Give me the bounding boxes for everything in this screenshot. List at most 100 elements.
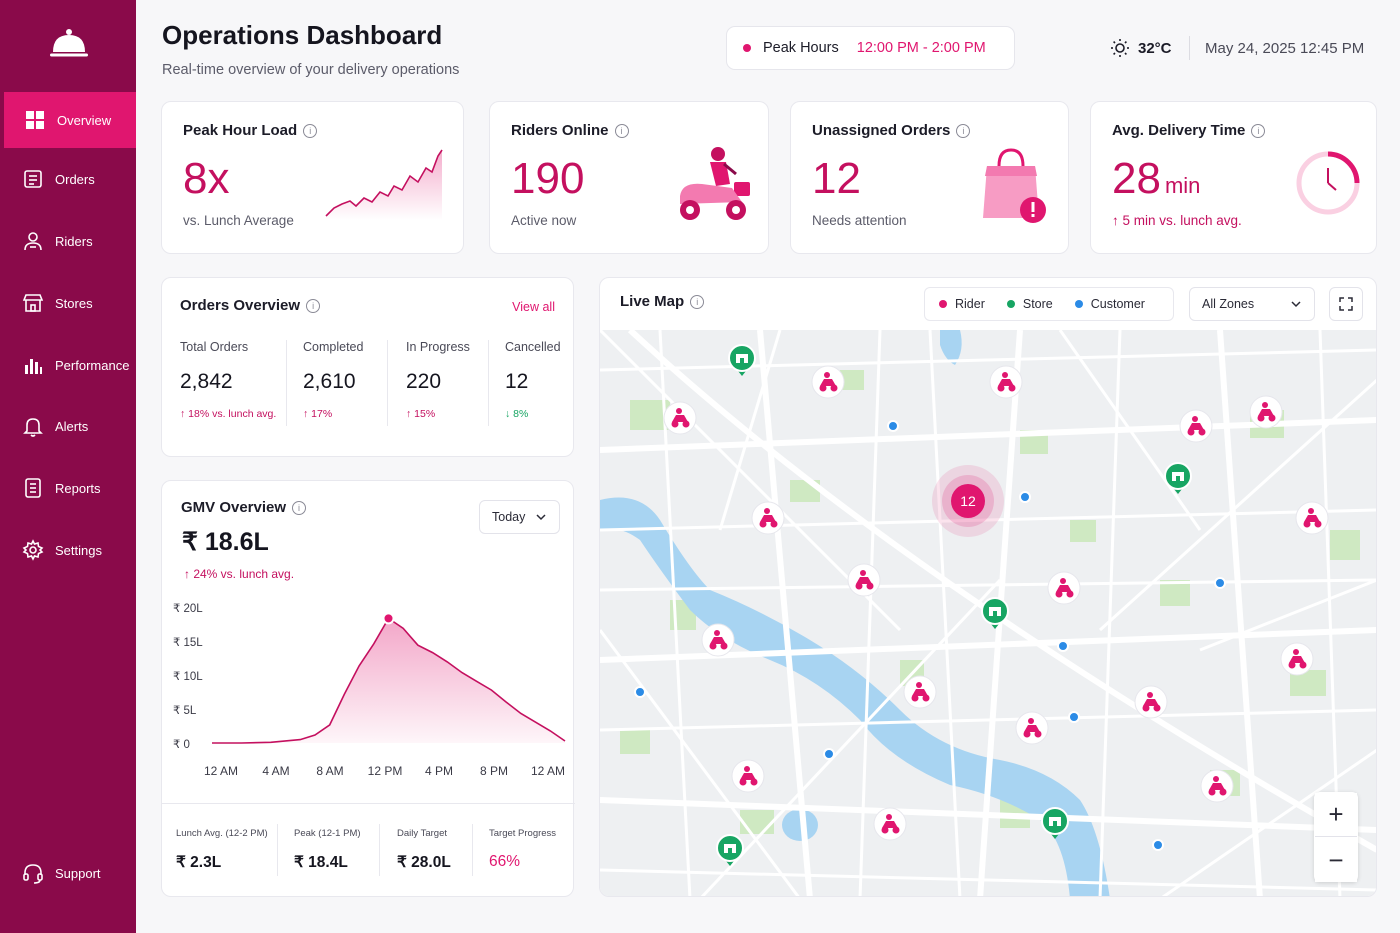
kpi-value: 190 [511,154,585,203]
kpi-title: Peak Hour Load i [183,122,318,139]
kpi-title: Unassigned Orders i [812,122,971,139]
zoom-in-button[interactable]: + [1315,793,1357,837]
store-marker [716,834,744,866]
sidebar-item-overview[interactable]: Overview [4,92,136,148]
customer-marker [887,420,899,432]
legend-label: Store [1022,297,1053,311]
sidebar-item-performance[interactable]: Performance [0,337,136,393]
kpi-subtext: ↑ 5 min vs. lunch avg. [1112,213,1242,228]
orders-overview-card: Orders Overview i View all Total Orders 2… [161,277,574,457]
zoom-controls: + − [1314,792,1358,882]
map-road [600,578,1376,592]
footer-label: Peak (12-1 PM) [294,828,361,839]
cloche-logo-icon [50,29,88,57]
stat-label: Total Orders [180,340,249,354]
sidebar-item-reports[interactable]: Reports [0,460,136,516]
zoom-out-button[interactable]: − [1315,838,1357,882]
view-all-link[interactable]: View all [512,300,555,314]
page-subtitle: Real-time overview of your delivery oper… [162,62,460,78]
store-marker [1041,807,1069,839]
info-icon[interactable]: i [292,500,307,515]
rider-marker [811,365,845,399]
rider-marker [873,807,907,841]
legend-label: Rider [955,297,985,311]
store-marker [728,344,756,376]
rider-marker [847,563,881,597]
in-progress-stat: In Progress 220 ↑ 15% [406,340,470,430]
period-dropdown[interactable]: Today [479,500,560,534]
info-icon[interactable]: i [1251,123,1266,138]
sidebar-item-alerts[interactable]: Alerts [0,398,136,454]
customer-marker [1057,640,1069,652]
gmv-area-chart [212,612,566,744]
rider-marker [731,759,765,793]
divider [286,340,287,426]
sidebar-item-label: Reports [55,480,101,496]
sidebar-item-stores[interactable]: Stores [0,275,136,331]
fullscreen-button[interactable] [1329,287,1363,321]
kpi-riders-card: Riders Online i 190 Active now [489,101,769,254]
stat-label: Cancelled [505,340,561,354]
zone-dropdown[interactable]: All Zones [1189,287,1315,321]
kpi-title-text: Riders Online [511,122,609,139]
divider [472,824,473,876]
info-icon[interactable]: i [956,123,971,138]
scooter-rider-illustration [680,147,750,220]
kpi-subtext: vs. Lunch Average [183,213,294,228]
map-road [700,578,1002,896]
sparkline [325,149,443,220]
x-tick-label: 12 PM [367,764,403,778]
cancelled-stat: Cancelled 12 ↓ 8% [505,340,561,430]
sun-icon [1111,39,1129,57]
bell-icon [23,418,43,437]
sidebar-item-label: Performance [55,357,130,373]
map-road [600,629,800,896]
sidebar: Overview Orders Riders Stores Performanc… [0,0,136,933]
divider [488,340,489,426]
sidebar-item-orders[interactable]: Orders [0,151,136,207]
kpi-unassigned-card: Unassigned Orders i 12 Needs attention [790,101,1069,254]
zone-dropdown-value: All Zones [1202,297,1255,311]
info-icon[interactable]: i [690,294,705,309]
orders-overview-title: Orders Overview i [180,297,321,314]
rider-marker [1249,395,1283,429]
info-icon[interactable]: i [303,123,318,138]
live-map-title: Live Map i [620,293,705,310]
kpi-value-number: 28 [1112,154,1161,203]
peak-dot [743,44,751,52]
divider [379,824,380,876]
divider [387,340,388,426]
temperature: 32°C [1138,39,1172,57]
rider-marker [903,675,937,709]
page-title: Operations Dashboard [162,20,443,50]
customer-marker [634,686,646,698]
customer-marker [1019,491,1031,503]
sidebar-item-riders[interactable]: Riders [0,213,136,269]
chevron-down-icon [1291,301,1301,308]
rider-marker [1015,711,1049,745]
total-orders-stat: Total Orders 2,842 ↑ 18% vs. lunch avg. [180,340,276,430]
gmv-series-line [212,617,566,744]
x-tick-label: 8 AM [316,764,344,778]
report-icon [25,478,41,498]
store-icon [22,294,44,312]
info-icon[interactable]: i [306,298,321,313]
period-dropdown-value: Today [492,510,526,524]
sidebar-item-support[interactable]: Support [0,845,136,901]
sidebar-item-label: Alerts [55,418,89,434]
info-icon[interactable]: i [614,123,629,138]
map-road [600,868,1376,892]
rider-marker [701,623,735,657]
map-road [600,708,1376,732]
map-legend: Rider Store Customer [924,287,1174,321]
customer-marker [823,748,835,760]
stat-label: Completed [303,340,364,354]
map-canvas[interactable]: 12 + − [600,330,1376,896]
sidebar-item-settings[interactable]: Settings [0,522,136,578]
kpi-subtext: Needs attention [812,213,907,228]
legend-customer: Customer [1074,297,1145,311]
sidebar-item-label: Orders [55,171,95,187]
gear-icon [22,539,44,561]
datetime: May 24, 2025 12:45 PM [1205,40,1365,57]
bar-chart-icon [25,359,42,374]
